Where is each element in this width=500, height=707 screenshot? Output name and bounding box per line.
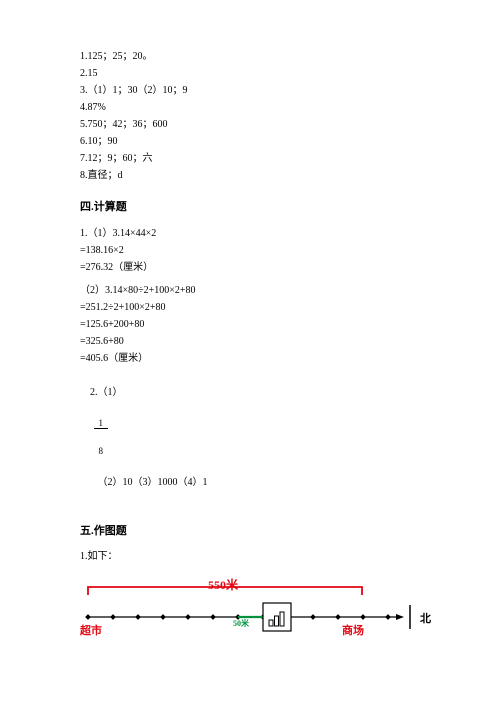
q2-line: 2.（1） 1 8 （2）10（3）1000（4）1 xyxy=(80,367,428,508)
q2-post: （2）10（3）1000（4）1 xyxy=(90,477,208,488)
fraction-icon: 1 8 xyxy=(94,401,108,474)
q1-step1: 1.（1）3.14×44×2 xyxy=(80,225,428,242)
answer-8: 8.直径；d xyxy=(80,167,428,184)
map-diagram: 550米 50米 超市 商场 北 xyxy=(80,575,432,645)
q1b-step5: =405.6（厘米） xyxy=(80,350,428,367)
section-5-title: 五.作图题 xyxy=(80,522,428,541)
label-shop: 商场 xyxy=(342,622,364,641)
q1b-step4: =325.6+80 xyxy=(80,333,428,350)
answer-7: 7.12；9；60；六 xyxy=(80,150,428,167)
q1b-step1: （2）3.14×80÷2+100×2+80 xyxy=(80,282,428,299)
figure-caption: 1.如下： xyxy=(80,548,428,565)
answer-3: 3.（1）1；30（2）10；9 xyxy=(80,82,428,99)
label-supermarket: 超市 xyxy=(80,622,102,641)
label-north: 北 xyxy=(420,610,431,629)
answer-4: 4.87% xyxy=(80,99,428,116)
frac-num: 1 xyxy=(94,419,108,429)
q1-step3: =276.32（厘米） xyxy=(80,259,428,276)
label-50m: 50米 xyxy=(233,617,249,631)
label-550m: 550米 xyxy=(208,575,238,595)
q1b-step2: =251.2÷2+100×2+80 xyxy=(80,299,428,316)
page-root: 1.125；25；20。 2.15 3.（1）1；30（2）10；9 4.87%… xyxy=(0,0,500,685)
answer-2: 2.15 xyxy=(80,65,428,82)
q1b-step3: =125.6+200+80 xyxy=(80,316,428,333)
section-4-title: 四.计算题 xyxy=(80,198,428,217)
q1-step2: =138.16×2 xyxy=(80,242,428,259)
answer-5: 5.750；42；36；600 xyxy=(80,116,428,133)
answer-6: 6.10；90 xyxy=(80,133,428,150)
answer-1: 1.125；25；20。 xyxy=(80,48,428,65)
frac-den: 8 xyxy=(94,447,108,456)
diagram-svg xyxy=(80,575,432,645)
q2-pre: 2.（1） xyxy=(90,387,123,398)
